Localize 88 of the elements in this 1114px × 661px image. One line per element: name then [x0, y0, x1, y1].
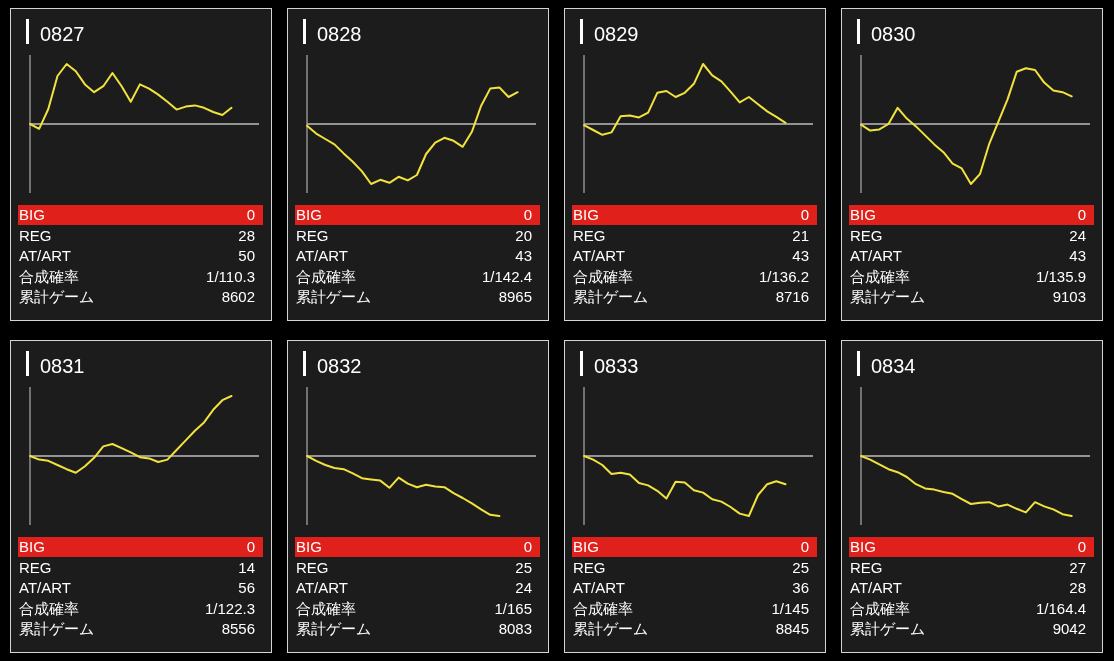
text: BIG	[19, 538, 45, 555]
text: REG	[573, 226, 606, 244]
text: 8965	[498, 288, 532, 305]
text: 1/136.2	[758, 267, 809, 285]
chart-title: 0827	[40, 23, 85, 45]
text: 1/165	[494, 599, 532, 617]
text: 27	[1069, 558, 1086, 576]
text: BIG	[296, 206, 322, 223]
text: 0	[1077, 538, 1086, 555]
text: 28	[238, 226, 255, 244]
text: 43	[1069, 247, 1086, 264]
text: AT/ART	[19, 579, 71, 596]
text: 50	[238, 247, 255, 264]
text: AT/ART	[850, 247, 902, 264]
text: 0	[246, 538, 255, 555]
text: AT/ART	[573, 579, 625, 596]
text: 合成確率	[850, 599, 910, 617]
text: 0	[800, 538, 809, 555]
text: REG	[850, 558, 883, 576]
text: 累計ゲーム	[850, 620, 925, 637]
chart-title: 0834	[871, 355, 916, 377]
chart-title: 0828	[317, 23, 362, 45]
text: BIG	[573, 206, 599, 223]
text: REG	[850, 226, 883, 244]
text: AT/ART	[850, 579, 902, 596]
text: REG	[573, 558, 606, 576]
text: 24	[1069, 226, 1086, 244]
text: 28	[1069, 579, 1086, 596]
chart-title: 0830	[871, 23, 916, 45]
text: 0	[523, 206, 532, 223]
text: 累計ゲーム	[296, 620, 371, 637]
text: BIG	[19, 206, 45, 223]
text: 1/110.3	[206, 267, 255, 285]
text: 1/164.4	[1035, 599, 1086, 617]
text: 0	[800, 206, 809, 223]
text: 24	[515, 579, 532, 596]
chart-title: 0829	[594, 23, 639, 45]
text: 合成確率	[296, 267, 356, 285]
text: 合成確率	[850, 267, 910, 285]
text: 0	[1077, 206, 1086, 223]
text: REG	[19, 558, 52, 576]
text: 1/122.3	[204, 599, 255, 617]
text: 累計ゲーム	[850, 288, 925, 305]
chart-title: 0831	[40, 355, 85, 377]
text: 9042	[1052, 620, 1086, 637]
text: 8716	[775, 288, 809, 305]
text: 43	[792, 247, 809, 264]
text: 21	[792, 226, 809, 244]
text: 0	[523, 538, 532, 555]
text: 8602	[221, 288, 255, 305]
text: 56	[238, 579, 255, 596]
text: 累計ゲーム	[573, 288, 648, 305]
text: 累計ゲーム	[19, 620, 94, 637]
text: REG	[296, 226, 329, 244]
text: 14	[238, 558, 255, 576]
text: 25	[792, 558, 809, 576]
text: 累計ゲーム	[296, 288, 371, 305]
text: AT/ART	[573, 247, 625, 264]
text: 20	[515, 226, 532, 244]
text: 合成確率	[296, 599, 356, 617]
text: 36	[792, 579, 809, 596]
chart-title: 0832	[317, 355, 362, 377]
text: 8083	[498, 620, 532, 637]
text: 累計ゲーム	[19, 288, 94, 305]
text: 1/145	[771, 599, 809, 617]
text: BIG	[573, 538, 599, 555]
text: REG	[296, 558, 329, 576]
text: 0	[246, 206, 255, 223]
text: 25	[515, 558, 532, 576]
text: 合成確率	[573, 599, 633, 617]
text: BIG	[296, 538, 322, 555]
text: 8845	[775, 620, 809, 637]
text: AT/ART	[296, 247, 348, 264]
text: BIG	[850, 206, 876, 223]
chart-title: 0833	[594, 355, 639, 377]
text: 43	[515, 247, 532, 264]
text: 合成確率	[573, 267, 633, 285]
text: AT/ART	[296, 579, 348, 596]
text: 合成確率	[19, 267, 79, 285]
text: 合成確率	[19, 599, 79, 617]
text: 8556	[221, 620, 255, 637]
text: 1/135.9	[1035, 267, 1086, 285]
text: 累計ゲーム	[573, 620, 648, 637]
text: AT/ART	[19, 247, 71, 264]
text: 9103	[1052, 288, 1086, 305]
text: BIG	[850, 538, 876, 555]
text: 1/142.4	[481, 267, 532, 285]
text: REG	[19, 226, 52, 244]
